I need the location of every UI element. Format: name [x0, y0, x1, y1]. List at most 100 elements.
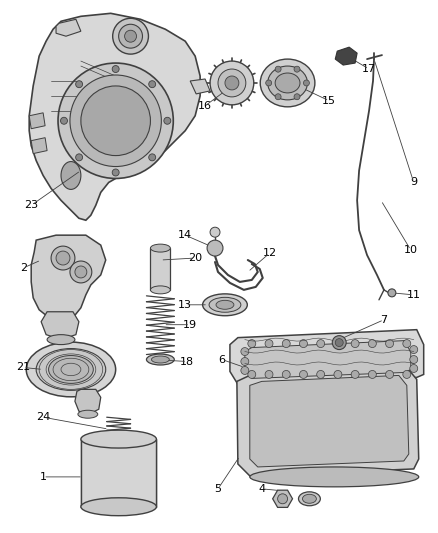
Ellipse shape — [203, 294, 247, 316]
Ellipse shape — [81, 430, 156, 448]
Ellipse shape — [260, 59, 315, 107]
Text: 11: 11 — [407, 290, 421, 300]
Text: 16: 16 — [198, 101, 212, 111]
Circle shape — [81, 86, 150, 156]
Circle shape — [410, 365, 418, 373]
Polygon shape — [29, 13, 200, 220]
Circle shape — [368, 340, 376, 348]
Circle shape — [332, 336, 346, 350]
Text: 17: 17 — [362, 64, 376, 74]
Circle shape — [300, 370, 307, 378]
Text: 2: 2 — [20, 263, 27, 273]
Ellipse shape — [78, 410, 98, 418]
Ellipse shape — [146, 354, 174, 365]
Circle shape — [278, 494, 288, 504]
Ellipse shape — [268, 66, 307, 100]
Circle shape — [51, 246, 75, 270]
Ellipse shape — [26, 342, 116, 397]
Circle shape — [317, 340, 325, 348]
Ellipse shape — [298, 492, 320, 506]
Text: 18: 18 — [180, 357, 194, 367]
Circle shape — [70, 261, 92, 283]
Text: 23: 23 — [24, 200, 38, 211]
Circle shape — [210, 227, 220, 237]
Circle shape — [113, 18, 148, 54]
Ellipse shape — [209, 297, 241, 312]
Ellipse shape — [250, 467, 419, 487]
Text: 12: 12 — [263, 248, 277, 258]
Polygon shape — [335, 47, 357, 65]
Circle shape — [164, 117, 171, 124]
Polygon shape — [230, 330, 424, 384]
Circle shape — [207, 240, 223, 256]
Circle shape — [275, 66, 281, 72]
Circle shape — [75, 266, 87, 278]
Bar — [81, 439, 156, 507]
Circle shape — [294, 94, 300, 100]
Circle shape — [60, 117, 67, 124]
Ellipse shape — [150, 244, 170, 252]
Text: 9: 9 — [410, 177, 417, 188]
Circle shape — [149, 80, 155, 87]
Circle shape — [76, 80, 83, 87]
Text: 14: 14 — [178, 230, 192, 240]
Circle shape — [124, 30, 137, 42]
Ellipse shape — [303, 494, 316, 503]
Circle shape — [410, 345, 418, 353]
Text: 15: 15 — [322, 96, 336, 106]
Circle shape — [385, 340, 394, 348]
Polygon shape — [56, 19, 81, 36]
Circle shape — [218, 69, 246, 97]
Polygon shape — [31, 235, 106, 322]
Text: 13: 13 — [178, 300, 192, 310]
Ellipse shape — [49, 356, 93, 383]
Text: 21: 21 — [16, 362, 30, 373]
Polygon shape — [273, 490, 293, 507]
Circle shape — [282, 370, 290, 378]
Text: 4: 4 — [258, 484, 265, 494]
Text: 19: 19 — [183, 320, 197, 330]
Circle shape — [76, 154, 83, 161]
Circle shape — [403, 370, 411, 378]
Circle shape — [210, 61, 254, 105]
Circle shape — [112, 169, 119, 176]
Polygon shape — [75, 389, 101, 414]
Circle shape — [335, 338, 343, 346]
Circle shape — [241, 348, 249, 356]
Text: 24: 24 — [36, 412, 50, 422]
Ellipse shape — [152, 356, 170, 363]
Circle shape — [294, 66, 300, 72]
Circle shape — [275, 94, 281, 100]
Circle shape — [58, 63, 173, 179]
FancyBboxPatch shape — [150, 248, 170, 290]
Polygon shape — [41, 312, 79, 340]
Circle shape — [149, 154, 155, 161]
Polygon shape — [31, 138, 47, 154]
Text: 7: 7 — [380, 314, 388, 325]
Circle shape — [119, 25, 142, 48]
Circle shape — [282, 340, 290, 348]
Circle shape — [317, 370, 325, 378]
Polygon shape — [237, 367, 419, 476]
Circle shape — [403, 340, 411, 348]
Circle shape — [248, 370, 256, 378]
Circle shape — [300, 340, 307, 348]
Circle shape — [304, 80, 309, 86]
Text: 20: 20 — [188, 253, 202, 263]
Circle shape — [266, 80, 272, 86]
Circle shape — [241, 358, 249, 366]
Circle shape — [225, 76, 239, 90]
Circle shape — [334, 340, 342, 348]
Circle shape — [265, 370, 273, 378]
Circle shape — [248, 340, 256, 348]
Ellipse shape — [150, 286, 170, 294]
Ellipse shape — [81, 498, 156, 516]
Text: 1: 1 — [39, 472, 46, 482]
Polygon shape — [250, 375, 409, 467]
Polygon shape — [29, 113, 45, 129]
Text: 5: 5 — [215, 484, 222, 494]
Ellipse shape — [275, 73, 300, 93]
Circle shape — [385, 370, 394, 378]
Circle shape — [388, 289, 396, 297]
Ellipse shape — [61, 161, 81, 189]
